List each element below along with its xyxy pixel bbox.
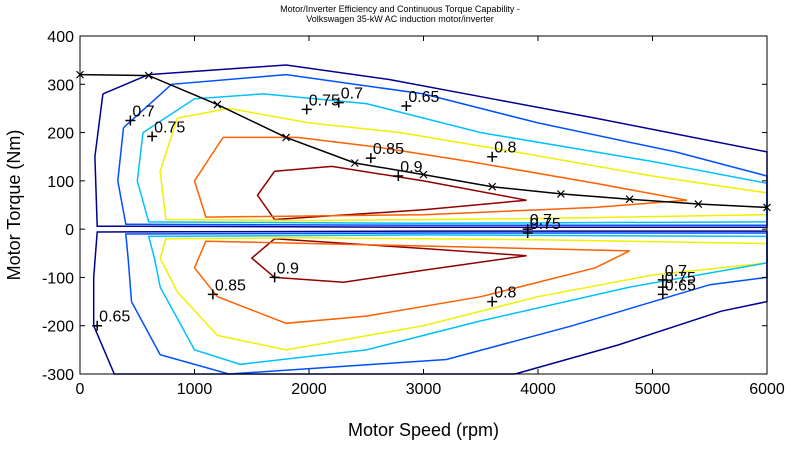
contour-label-marker-6 — [393, 171, 404, 182]
contour-label-11: 0.85 — [215, 277, 246, 294]
contour-label-12: 0.8 — [494, 285, 516, 302]
contour-label-marker-13 — [92, 320, 103, 331]
contour-label-marker-12 — [487, 296, 498, 307]
contour-label-marker-2 — [301, 104, 312, 115]
contour-line-3 — [193, 240, 630, 325]
y-tick-label-3: 0 — [65, 222, 74, 239]
contour-line-8 — [117, 73, 768, 227]
x-tick-label-6: 6000 — [749, 381, 785, 398]
x-tick-label-1: 1000 — [177, 381, 213, 398]
contour-label-2: 0.75 — [309, 92, 340, 109]
plot-area — [80, 36, 767, 374]
contour-label-16: 0.65 — [665, 277, 696, 294]
x-tick-label-2: 2000 — [291, 381, 327, 398]
torque-curve-marker-3 — [282, 133, 291, 142]
torque-curve-marker-2 — [213, 100, 222, 109]
y-axis-label: Motor Torque (Nm) — [4, 130, 24, 281]
x-tick-label-3: 3000 — [406, 381, 442, 398]
y-tick-label-2: -100 — [42, 270, 74, 287]
contour-label-marker-10 — [269, 272, 280, 283]
contour-line-2 — [193, 136, 688, 218]
x-tick-label-4: 4000 — [520, 381, 556, 398]
torque-curve-marker-6 — [488, 182, 497, 191]
contour-label-marker-11 — [207, 289, 218, 300]
contour-label-marker-16 — [657, 289, 668, 300]
y-tick-label-0: -300 — [42, 367, 74, 384]
contour-label-8: 0.7 — [530, 212, 552, 229]
contour-label-10: 0.9 — [277, 260, 299, 277]
y-tick-label-5: 200 — [47, 126, 74, 143]
contour-label-6: 0.9 — [400, 159, 422, 176]
contour-label-3: 0.7 — [341, 86, 363, 103]
contour-line-9 — [124, 232, 768, 375]
contour-label-marker-3 — [333, 97, 344, 108]
y-tick-label-6: 300 — [47, 77, 74, 94]
contour-label-marker-5 — [365, 153, 376, 164]
torque-curve-marker-7 — [556, 189, 565, 198]
contour-label-marker-0 — [125, 115, 136, 126]
contour-label-marker-1 — [147, 131, 158, 142]
contour-line-6 — [136, 93, 768, 225]
contour-line-1 — [250, 238, 527, 284]
contour-label-15: 0.75 — [665, 270, 696, 287]
contour-label-5: 0.85 — [373, 141, 404, 158]
contour-label-marker-9 — [522, 228, 533, 239]
torque-curve-marker-5 — [419, 170, 428, 179]
x-tick-label-5: 5000 — [635, 381, 671, 398]
y-tick-label-7: 400 — [47, 29, 74, 46]
contour-label-13: 0.65 — [99, 309, 130, 326]
y-tick-label-1: -200 — [42, 319, 74, 336]
torque-curve-marker-9 — [694, 200, 703, 208]
torque-curve-marker-4 — [350, 159, 359, 167]
contour-line-0 — [256, 165, 527, 221]
x-axis-label: Motor Speed (rpm) — [348, 420, 499, 440]
torque-curve-marker-1 — [144, 71, 153, 80]
contour-label-4: 0.65 — [408, 89, 439, 106]
contour-label-marker-7 — [487, 151, 498, 162]
contour-label-1: 0.75 — [154, 119, 185, 136]
y-tick-label-4: 100 — [47, 174, 74, 191]
contour-label-marker-4 — [401, 101, 412, 112]
contour-label-14: 0.7 — [665, 263, 687, 280]
contour-label-0: 0.7 — [132, 104, 154, 121]
contour-label-7: 0.8 — [494, 140, 516, 157]
chart-subtitle: Volkswagen 35-kW AC induction motor/inve… — [306, 14, 494, 24]
torque-curve-marker-8 — [625, 195, 634, 204]
contour-line-10 — [94, 64, 768, 228]
contour-label-9: 0.75 — [530, 216, 561, 233]
chart-title: Motor/Inverter Efficiency and Continuous… — [280, 4, 520, 14]
x-tick-label-0: 0 — [76, 381, 85, 398]
contour-line-7 — [147, 234, 768, 366]
